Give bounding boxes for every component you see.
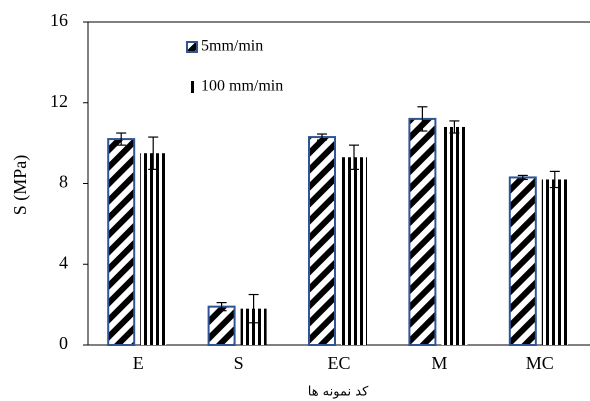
legend-label: 5mm/min [201, 38, 263, 55]
bar [441, 126, 468, 345]
bar [541, 179, 568, 345]
y-tick-label: 8 [59, 172, 68, 192]
legend-swatch [186, 41, 198, 53]
y-tick-label: 4 [59, 252, 68, 272]
x-tick-label: EC [327, 353, 350, 373]
x-tick-label: S [234, 353, 244, 373]
bar [207, 305, 236, 346]
bar [140, 153, 167, 345]
bar [341, 157, 367, 345]
x-tick-label: M [431, 353, 447, 373]
y-tick-label: 12 [50, 91, 68, 111]
bar [508, 176, 537, 346]
x-axis-label: کد نمونه ها [308, 385, 369, 400]
y-tick-label: 16 [50, 10, 68, 30]
x-tick-label: MC [526, 353, 554, 373]
x-tick-label: E [133, 353, 144, 373]
y-tick-label: 0 [59, 333, 68, 353]
y-axis-label: S (MPa) [10, 155, 31, 216]
legend-label: 100 mm/min [201, 78, 283, 95]
bar [308, 136, 336, 346]
bar [107, 138, 136, 346]
bar [408, 117, 437, 347]
legend-swatch [191, 81, 194, 93]
